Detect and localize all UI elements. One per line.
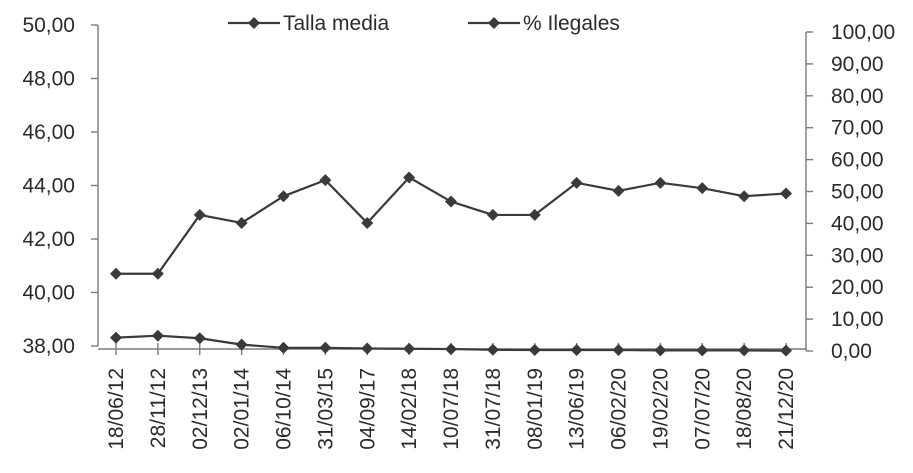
data-point xyxy=(570,344,583,357)
data-point xyxy=(612,184,625,197)
x-tick-label: 18/06/12 xyxy=(105,368,128,450)
x-tick-label: 21/12/20 xyxy=(775,368,798,450)
x-tick-label: 07/07/20 xyxy=(691,368,714,450)
legend: Talla media % Ilegales xyxy=(228,12,620,35)
x-tick-label: 31/03/15 xyxy=(314,368,337,450)
right-tick-label: 70,00 xyxy=(831,117,884,140)
x-tick-label: 06/10/14 xyxy=(273,368,296,450)
data-point xyxy=(654,344,667,357)
left-tick-label: 42,00 xyxy=(22,228,75,251)
data-point xyxy=(110,267,122,280)
data-point xyxy=(277,341,290,354)
data-point xyxy=(654,176,667,189)
x-tick-label: 31/07/18 xyxy=(482,368,505,450)
data-point xyxy=(193,332,206,345)
x-tick-label: 02/12/13 xyxy=(189,368,212,450)
x-tick-label: 19/02/20 xyxy=(649,368,672,450)
right-tick-label: 50,00 xyxy=(831,181,884,204)
left-tick-label: 46,00 xyxy=(22,121,75,144)
legend-label: % Ilegales xyxy=(523,12,620,35)
right-tick-label: 60,00 xyxy=(831,149,884,172)
x-tick-label: 18/08/20 xyxy=(733,368,756,450)
series-layer xyxy=(110,171,792,357)
left-tick-label: 40,00 xyxy=(22,282,75,305)
right-tick-label: 100,00 xyxy=(831,21,895,44)
left-tick-label: 48,00 xyxy=(22,68,75,91)
legend-marker xyxy=(488,17,500,29)
right-tick-label: 0,00 xyxy=(831,340,872,363)
series-talla-media xyxy=(110,171,792,280)
right-tick-label: 10,00 xyxy=(831,308,884,331)
left-tick-label: 50,00 xyxy=(22,14,75,37)
data-point xyxy=(738,190,751,203)
data-point xyxy=(319,341,332,354)
data-point xyxy=(361,342,374,355)
legend-marker xyxy=(248,17,260,29)
data-point xyxy=(780,187,792,200)
series-ilegales xyxy=(110,329,792,357)
data-point xyxy=(738,344,751,357)
data-point xyxy=(151,329,164,342)
left-tick-label: 44,00 xyxy=(22,175,75,198)
right-tick-label: 40,00 xyxy=(831,212,884,235)
x-tick-label: 06/02/20 xyxy=(608,368,631,450)
data-point xyxy=(403,171,416,184)
x-tick-label: 02/01/14 xyxy=(231,368,254,450)
x-tick-label: 10/07/18 xyxy=(440,368,463,450)
legend-item: % Ilegales xyxy=(468,12,620,35)
data-point xyxy=(445,195,457,208)
series-line xyxy=(116,176,787,275)
data-point xyxy=(486,208,499,221)
data-point xyxy=(486,343,499,356)
data-point xyxy=(780,344,792,357)
data-point xyxy=(612,344,625,357)
data-point xyxy=(696,182,709,195)
x-tick-label: 28/11/12 xyxy=(147,368,170,448)
data-point xyxy=(528,344,541,357)
left-tick-label: 38,00 xyxy=(22,335,75,358)
data-point xyxy=(193,208,206,221)
left-axis-ticks: 38,00 40,00 42,00 44,00 46,00 48,00 50,00 xyxy=(22,14,98,358)
right-axis-ticks: 0,00 10,00 20,00 30,00 40,00 50,00 60,00 70,00 8… xyxy=(806,21,895,363)
data-point xyxy=(445,343,457,356)
x-tick-label: 13/06/19 xyxy=(566,368,589,450)
right-tick-label: 80,00 xyxy=(831,85,884,108)
data-point xyxy=(528,208,541,221)
x-tick-label: 14/02/18 xyxy=(398,368,421,450)
data-point xyxy=(235,216,248,229)
data-point xyxy=(235,338,248,351)
x-tick-label: 04/09/17 xyxy=(356,368,379,450)
data-point xyxy=(570,176,583,189)
right-tick-label: 30,00 xyxy=(831,244,884,267)
data-point xyxy=(151,267,164,280)
data-point xyxy=(277,190,290,203)
data-point xyxy=(110,331,122,344)
data-point xyxy=(319,174,332,187)
x-tick-label: 08/01/19 xyxy=(524,368,547,450)
x-axis-ticks: 18/06/12 28/11/12 02/12/13 02/01/14 06/10/14… xyxy=(105,343,798,450)
data-point xyxy=(696,344,709,357)
data-point xyxy=(361,216,374,229)
legend-label: Talla media xyxy=(283,12,390,35)
right-tick-label: 20,00 xyxy=(831,276,884,299)
legend-item: Talla media xyxy=(228,12,390,35)
right-tick-label: 90,00 xyxy=(831,53,884,76)
data-point xyxy=(403,342,416,355)
